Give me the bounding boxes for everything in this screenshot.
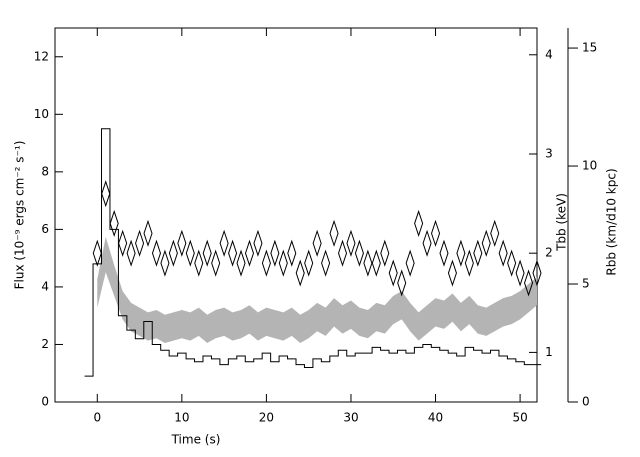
radius-band [97,236,537,344]
temperature-point [101,180,111,208]
y-tick-label: 12 [34,49,49,63]
y-tick-label: 4 [41,279,49,293]
temperature-point [337,239,348,267]
temperature-point [371,249,381,277]
flux-line [84,128,542,377]
y3-tick-label: 10 [582,159,597,173]
temperature-point [439,239,449,267]
temperature-point [312,229,322,257]
temperature-point [329,219,339,247]
y-tick-label: 0 [41,395,49,409]
y2-tick-label: 2 [545,246,553,260]
temperature-point [354,239,364,267]
temperature-point [270,239,280,267]
temperature-point [185,239,195,267]
temperature-point [363,249,373,277]
y-tick-label: 10 [34,107,49,121]
temperature-point [464,249,474,277]
temperature-point [422,229,432,257]
temperature-point [202,239,212,267]
temperature-point [321,249,331,277]
y3-tick-label: 0 [582,395,590,409]
temperature-point [287,239,297,267]
temperature-point [532,259,542,287]
temperature-point [295,259,305,287]
temperature-point [304,249,314,277]
temperature-point [490,219,500,247]
temperature-point [397,269,407,297]
x-tick-label: 0 [93,411,101,425]
x-tick-label: 50 [512,411,527,425]
y-axis-label: Flux (10⁻⁹ ergs cm⁻² s⁻¹) [13,141,27,290]
temperature-point [151,239,162,267]
temperature-point [498,239,508,267]
x-tick-label: 40 [428,411,443,425]
temperature-point [430,219,441,247]
x-tick-label: 20 [259,411,274,425]
y-tick-label: 2 [41,337,49,351]
temperature-point [211,249,221,277]
temperature-point [236,249,246,277]
y2-tick-label: 1 [545,345,553,359]
temperature-point [507,249,517,277]
temperature-point [346,229,356,257]
temperature-point [447,259,457,287]
y3-tick-label: 5 [582,277,590,291]
x-axis-label: Time (s) [171,433,221,447]
temperature-point [261,249,271,277]
temperature-point [135,229,145,257]
temperature-point [515,259,525,287]
x-tick-label: 10 [174,411,189,425]
y-tick-label: 6 [41,222,49,236]
temperature-point [244,239,255,267]
temperature-point [380,239,390,267]
temperature-point [92,239,102,267]
temperature-point [143,219,153,247]
temperature-point [194,249,204,277]
temperature-point [278,249,288,277]
temperature-point [109,209,119,238]
x-tick-label: 30 [343,411,358,425]
temperature-point [405,249,415,277]
y3-tick-label: 15 [582,41,597,55]
temperature-point [160,249,170,277]
y2-tick-label: 4 [545,47,553,61]
temperature-point [228,239,238,267]
temperature-point [456,239,466,267]
temperature-point [168,239,178,267]
y-tick-label: 8 [41,164,49,178]
y2-tick-label: 3 [545,146,553,160]
temperature-point [414,209,424,238]
temperature-point [118,229,128,257]
temperature-point [177,229,187,257]
temperature-point [524,269,534,297]
y2-axis-label: Tbb (keV) [555,193,569,252]
temperature-point [388,259,398,287]
plot-frame [54,27,538,403]
y3-axis-label: Rbb (km/d10 kpc) [605,168,619,275]
temperature-point [219,229,229,257]
temperature-point [473,239,483,267]
temperature-point [253,229,263,257]
temperature-point [126,239,136,267]
temperature-point [481,229,491,257]
